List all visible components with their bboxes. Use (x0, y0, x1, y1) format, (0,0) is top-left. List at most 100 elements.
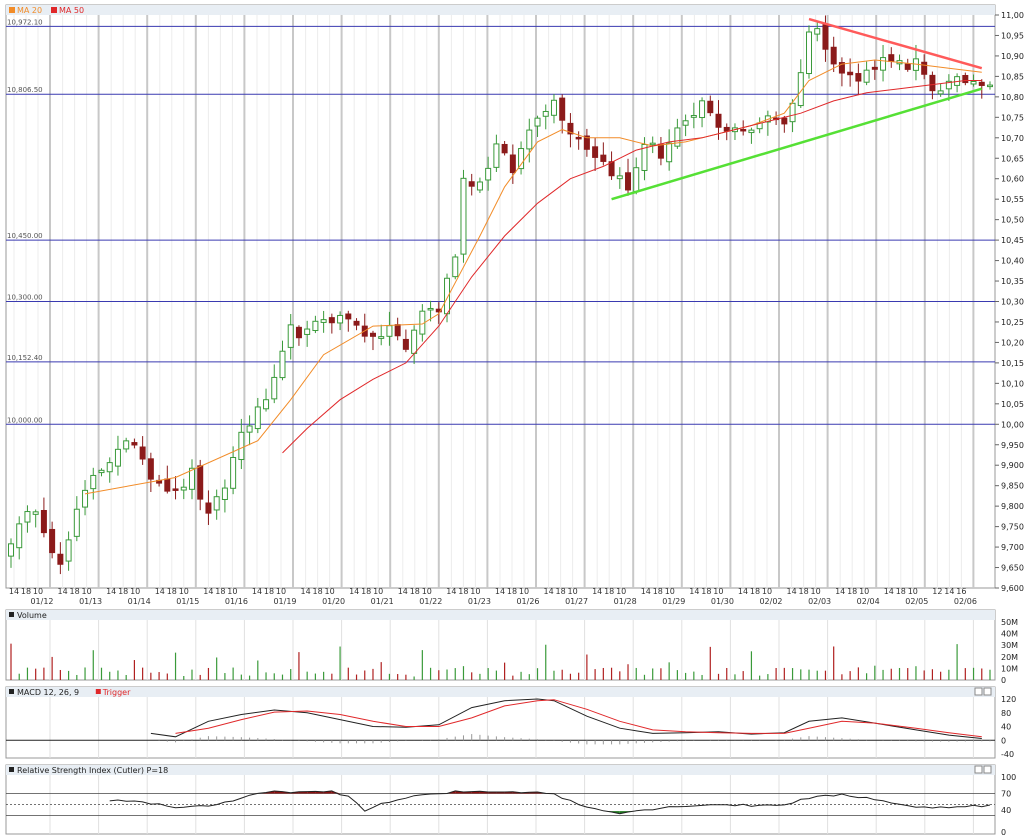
candle-body (583, 135, 590, 150)
x-date-label: 02/03 (808, 597, 831, 606)
x-session-label: 18 (167, 587, 177, 596)
volume-y-label: 50M (1001, 618, 1018, 627)
candle-body (197, 465, 204, 500)
candle-body (797, 72, 804, 107)
candle-body (16, 523, 23, 549)
candle-body (427, 307, 434, 311)
candle-body (559, 97, 566, 121)
candle-body (246, 425, 253, 433)
y-tick-label: 10,550 (1001, 195, 1024, 204)
candle-body (106, 462, 113, 473)
y-tick-label: 10,450 (1001, 236, 1024, 245)
x-date-label: 01/14 (128, 597, 151, 606)
candle-body (674, 127, 681, 147)
y-tick-label: 10,250 (1001, 318, 1024, 327)
candle-body (295, 326, 302, 339)
candle-body (740, 128, 747, 132)
candle-body (592, 146, 599, 158)
candle-body (57, 553, 64, 565)
candle-body (789, 102, 796, 123)
x-date-label: 02/02 (759, 597, 782, 606)
y-tick-label: 10,300 (1001, 298, 1024, 307)
x-session-label: 10 (859, 587, 869, 596)
candle-body (748, 129, 755, 134)
x-session-label: 14 (592, 587, 602, 596)
x-date-label: 01/16 (225, 597, 248, 606)
macd-panel-legend-label: Trigger (102, 688, 131, 697)
y-tick-label: 9,700 (1001, 543, 1024, 552)
y-tick-label: 10,050 (1001, 400, 1024, 409)
candle-body (411, 329, 418, 354)
x-session-label: 18 (799, 587, 809, 596)
candle-body (328, 317, 335, 324)
candle-body (49, 528, 56, 554)
x-session-label: 10 (276, 587, 286, 596)
level-label: 10,000.00 (7, 416, 43, 424)
x-session-label: 18 (313, 587, 323, 596)
candle-body (550, 99, 557, 116)
y-tick-label: 10,950 (1001, 31, 1024, 40)
macd-y-label: 80 (1001, 709, 1011, 718)
x-session-label: 10 (373, 587, 383, 596)
candle-body (781, 117, 788, 125)
candle-body (921, 61, 928, 75)
y-tick-label: 11,000 (1001, 11, 1024, 20)
x-date-label: 01/29 (662, 597, 685, 606)
macd-line (150, 698, 982, 739)
x-session-label: 14 (155, 587, 165, 596)
y-tick-label: 10,900 (1001, 52, 1024, 61)
candle-body (493, 143, 500, 168)
x-session-label: 18 (410, 587, 420, 596)
candle-body (320, 319, 327, 323)
x-session-label: 10 (713, 587, 723, 596)
candle-body (164, 478, 171, 492)
candle-body (962, 75, 969, 84)
candle-body (649, 142, 656, 146)
candle-body (847, 71, 854, 76)
x-date-label: 02/05 (905, 597, 928, 606)
level-label: 10,300.00 (7, 294, 43, 302)
trendline-0 (808, 17, 983, 70)
x-date-label: 02/06 (954, 597, 977, 606)
candle-body (633, 167, 640, 192)
x-date-label: 01/26 (516, 597, 539, 606)
candle-body (24, 511, 31, 523)
trigger-line (175, 699, 982, 738)
x-session-label: 14 (301, 587, 311, 596)
candle-body (213, 496, 220, 511)
x-session-label: 18 (264, 587, 274, 596)
panel-control-box (974, 687, 983, 696)
candle-body (485, 167, 492, 181)
x-session-label: 10 (179, 587, 189, 596)
candle-body (666, 142, 673, 163)
x-session-label: 14 (641, 587, 651, 596)
rsi-panel-title: Relative Strength Index (Cutler) P=18 (17, 766, 168, 775)
candle-body (814, 28, 821, 35)
macd-panel-title: MACD 12, 26, 9 (17, 688, 79, 697)
candle-body (518, 148, 525, 170)
x-session-label: 10 (568, 587, 578, 596)
x-date-label: 01/12 (30, 597, 53, 606)
candle-body (90, 474, 97, 490)
panel-control-box (974, 765, 983, 774)
candle-body (509, 154, 516, 174)
candle-body (254, 406, 261, 430)
candle-body (172, 488, 179, 491)
candle-body (542, 110, 549, 117)
y-tick-label: 9,650 (1001, 564, 1024, 573)
x-date-label: 01/27 (565, 597, 588, 606)
x-date-label: 02/04 (857, 597, 880, 606)
candle-body (444, 277, 451, 315)
rsi-y-label: 0 (1001, 828, 1006, 837)
candle-body (468, 181, 475, 187)
candle-body (608, 161, 615, 177)
candle-body (822, 24, 829, 50)
x-session-label: 12 (932, 587, 942, 596)
x-session-label: 18 (458, 587, 468, 596)
level-label: 10,806.50 (7, 86, 43, 94)
legend-swatch-0 (9, 7, 15, 13)
level-label: 10,450.00 (7, 232, 43, 240)
x-date-label: 01/22 (419, 597, 442, 606)
candle-body (625, 172, 632, 191)
